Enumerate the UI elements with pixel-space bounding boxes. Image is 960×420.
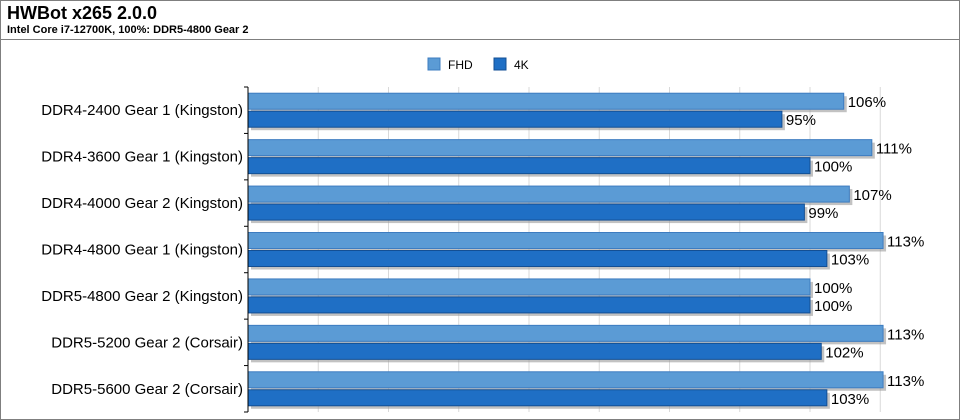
category-label: DDR4-3600 Gear 1 (Kingston) xyxy=(41,149,243,166)
bar-4k xyxy=(247,203,805,221)
value-label-4k: 95% xyxy=(786,112,816,129)
chart-subtitle: Intel Core i7-12700K, 100%: DDR5-4800 Ge… xyxy=(7,24,249,36)
category-label: DDR5-5200 Gear 2 (Corsair) xyxy=(51,334,243,351)
value-label-fhd: 113% xyxy=(887,234,924,251)
legend-label-4k: 4K xyxy=(514,58,529,72)
bar-fhd xyxy=(247,232,884,249)
category-label: DDR4-4800 Gear 1 (Kingston) xyxy=(41,242,243,259)
value-label-fhd: 100% xyxy=(814,280,852,297)
value-label-4k: 103% xyxy=(831,391,869,408)
value-label-4k: 102% xyxy=(825,344,863,361)
legend-swatch-4k xyxy=(493,57,507,71)
category-label: DDR4-2400 Gear 1 (Kingston) xyxy=(41,102,243,119)
category-label: DDR5-4800 Gear 2 (Kingston) xyxy=(41,288,243,305)
category-label: DDR5-5600 Gear 2 (Corsair) xyxy=(51,381,243,398)
legend-swatch-fhd xyxy=(427,57,441,71)
category-label: DDR4-4000 Gear 2 (Kingston) xyxy=(41,195,243,212)
chart-header: HWBot x265 2.0.0 Intel Core i7-12700K, 1… xyxy=(1,1,959,40)
value-label-fhd: 113% xyxy=(887,373,924,390)
bar-fhd xyxy=(247,185,850,203)
value-label-4k: 99% xyxy=(808,205,838,222)
bar-fhd xyxy=(247,371,884,389)
value-label-fhd: 107% xyxy=(853,187,891,204)
bar-fhd xyxy=(247,139,873,157)
chart-title: HWBot x265 2.0.0 xyxy=(7,3,158,23)
value-label-fhd: 111% xyxy=(876,141,912,158)
value-label-4k: 100% xyxy=(814,159,852,176)
bar-4k xyxy=(247,110,783,128)
value-label-4k: 103% xyxy=(831,252,869,269)
value-label-fhd: 106% xyxy=(848,94,886,111)
legend-label-fhd: FHD xyxy=(448,58,473,72)
bar-fhd xyxy=(247,324,884,342)
value-label-4k: 100% xyxy=(814,298,852,315)
bar-fhd xyxy=(247,92,845,110)
bar-4k xyxy=(247,296,811,314)
bar-4k xyxy=(247,389,828,407)
bar-4k xyxy=(247,250,828,267)
bar-4k xyxy=(247,157,811,175)
value-label-fhd: 113% xyxy=(887,326,924,343)
bar-4k xyxy=(247,342,822,360)
bar-fhd xyxy=(247,278,811,296)
